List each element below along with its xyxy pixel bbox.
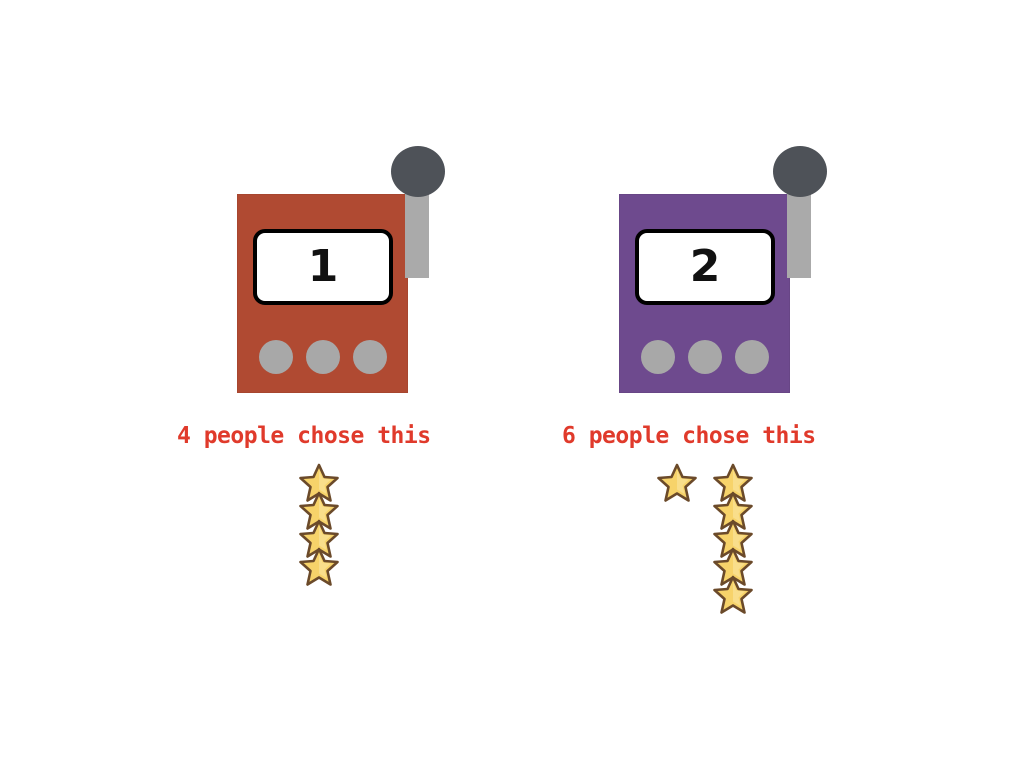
star-icon — [656, 463, 698, 503]
machine-buttons — [259, 340, 387, 374]
choice-count-caption: 4 people chose this — [177, 423, 431, 449]
machine-button — [641, 340, 675, 374]
machine-button — [259, 340, 293, 374]
lever-knob-icon[interactable] — [391, 146, 445, 197]
star-icon — [298, 547, 340, 587]
machine-button — [735, 340, 769, 374]
slot-machine-2[interactable]: 2 — [619, 146, 829, 396]
slot-machine-1[interactable]: 1 — [237, 146, 447, 396]
lever-knob-icon[interactable] — [773, 146, 827, 197]
machine-button — [353, 340, 387, 374]
machine-number-display: 2 — [635, 229, 775, 305]
machine-button — [688, 340, 722, 374]
machine-buttons — [641, 340, 769, 374]
choice-count-caption: 6 people chose this — [562, 423, 816, 449]
lever-arm[interactable] — [405, 192, 429, 278]
machine-number-display: 1 — [253, 229, 393, 305]
machine-button — [306, 340, 340, 374]
star-icon — [712, 575, 754, 615]
lever-arm[interactable] — [787, 192, 811, 278]
